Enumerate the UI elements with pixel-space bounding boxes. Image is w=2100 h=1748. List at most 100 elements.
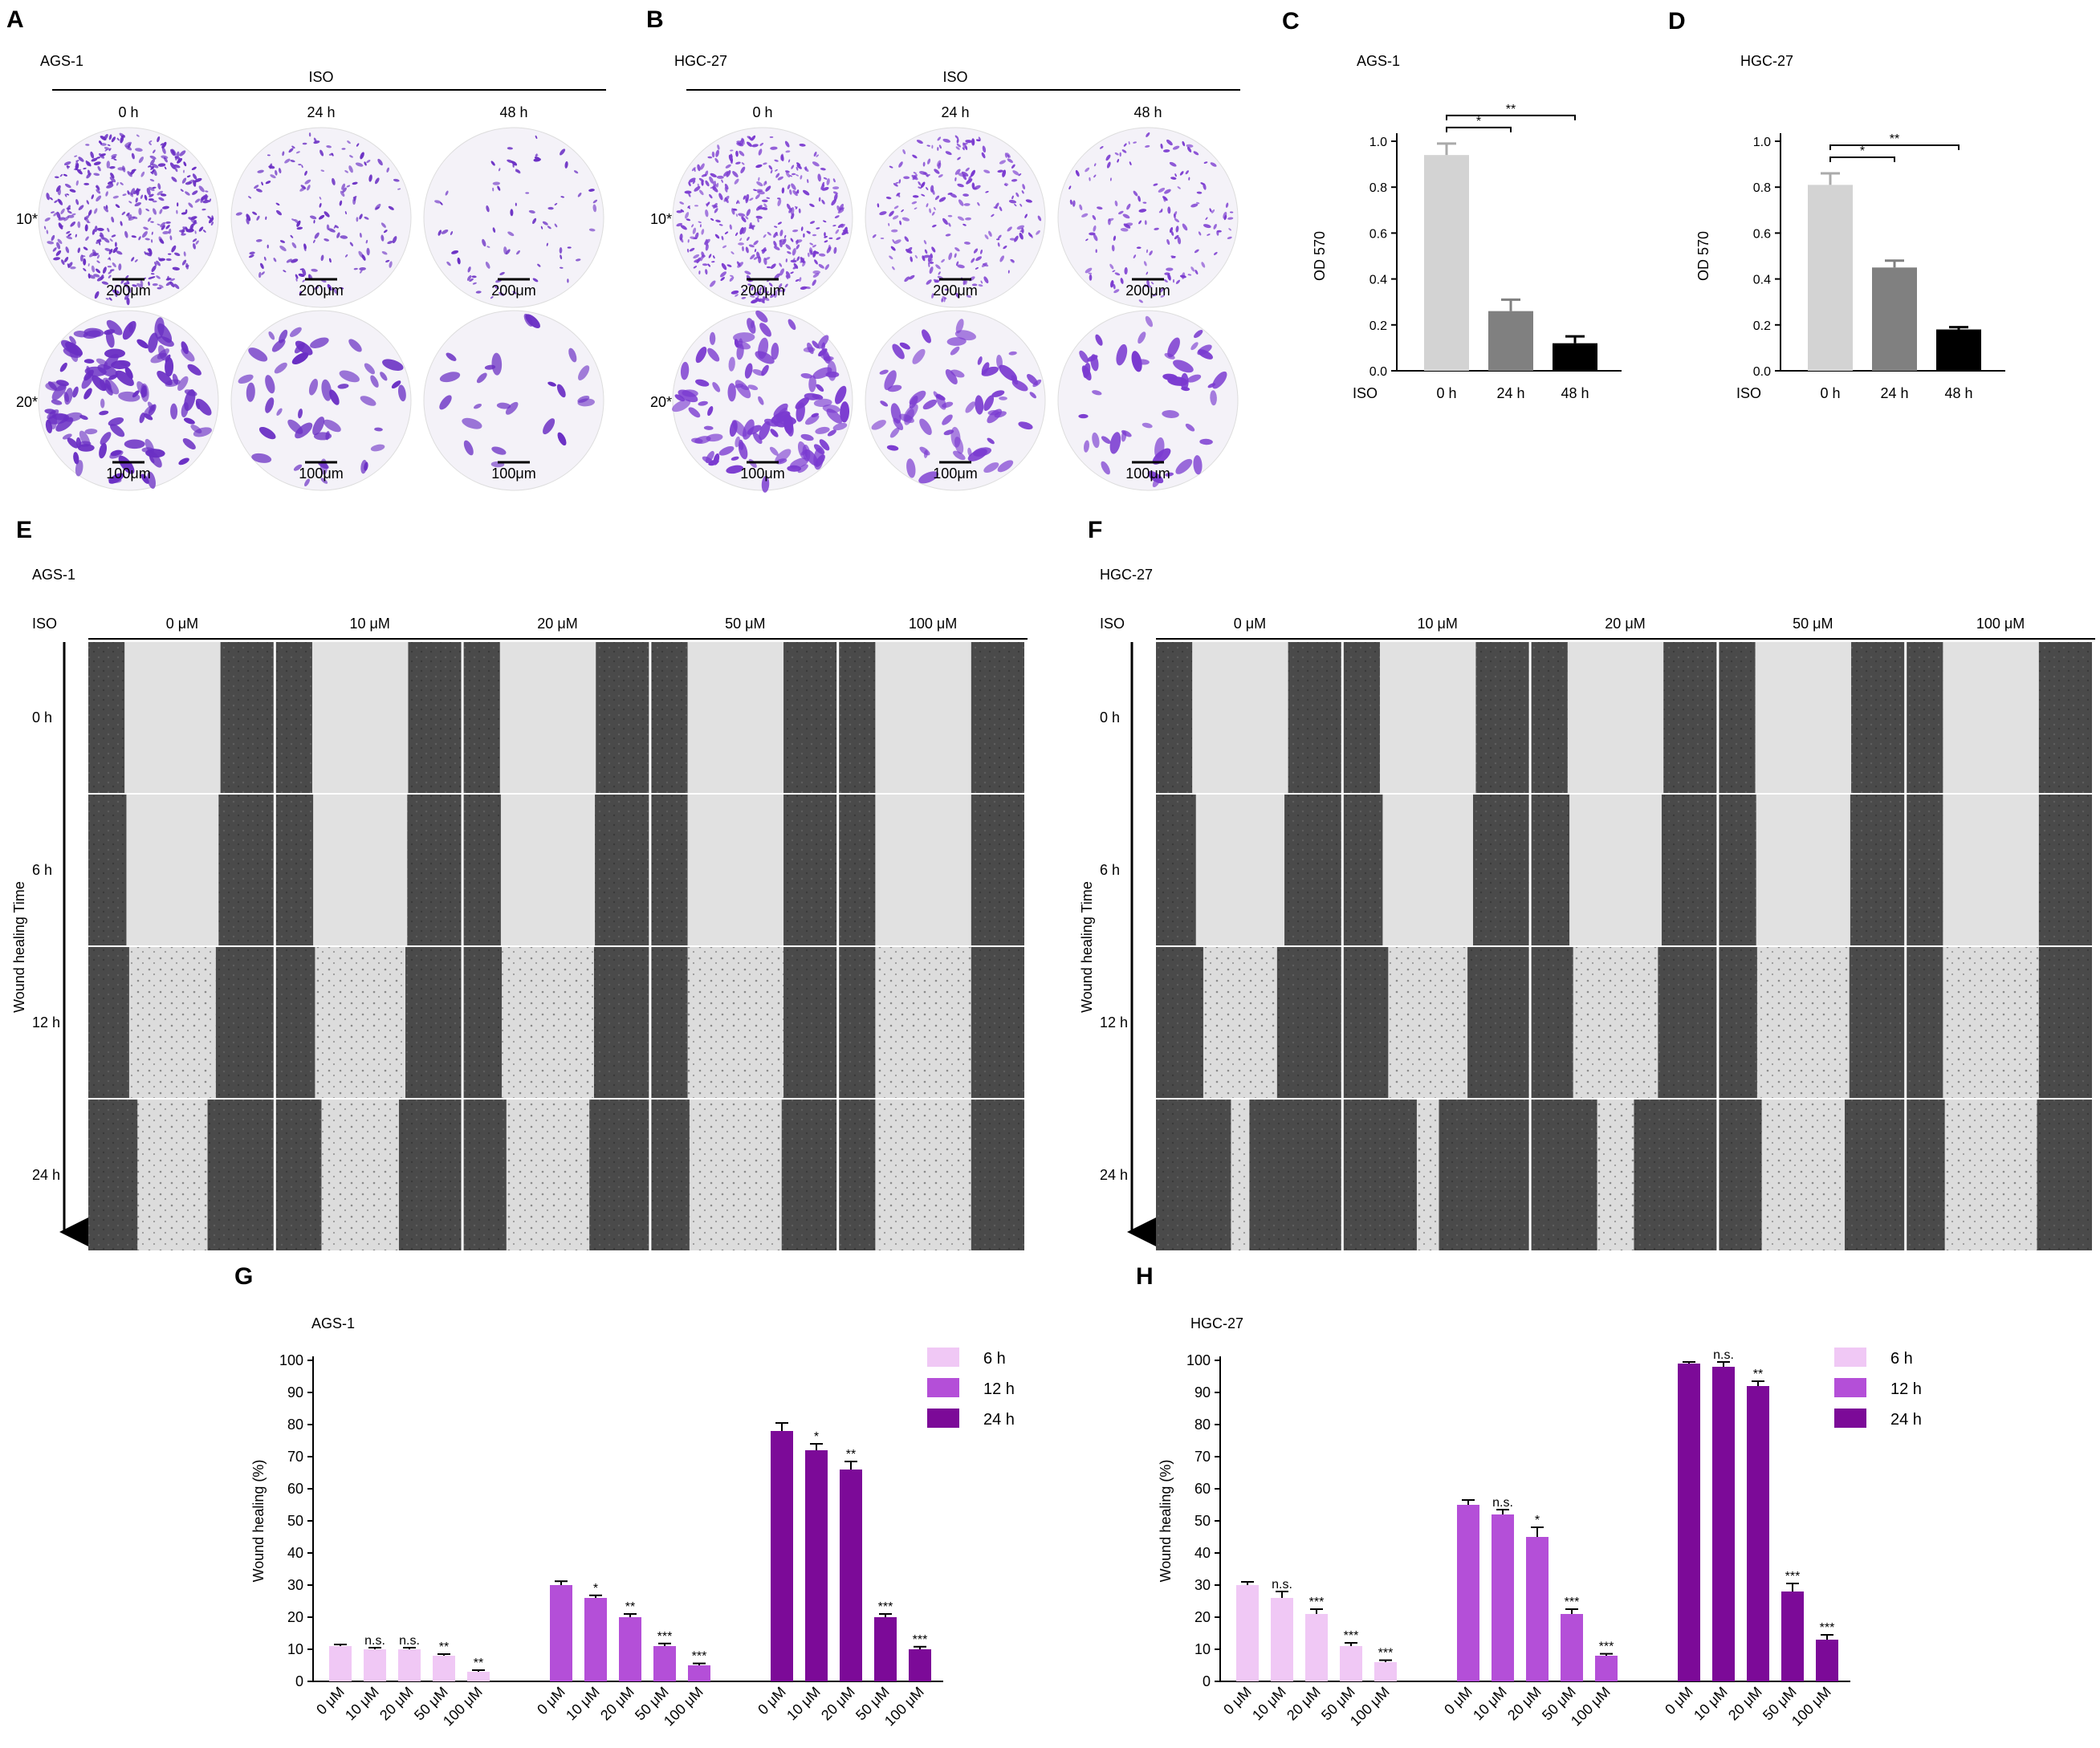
stained-cell: [279, 240, 286, 243]
stained-cell: [697, 164, 701, 172]
stained-cell: [713, 453, 720, 465]
stained-cell: [1207, 234, 1211, 236]
stained-cell: [1027, 374, 1038, 385]
stained-cell: [922, 161, 926, 167]
stained-cell: [676, 210, 683, 213]
stained-cell: [1004, 152, 1007, 158]
wound-gap: [687, 795, 784, 945]
stained-cell: [261, 271, 265, 275]
stained-cell: [833, 246, 837, 254]
stained-cell: [773, 246, 780, 250]
stained-cell: [761, 364, 769, 376]
stained-cell: [359, 266, 366, 271]
stained-cell: [79, 415, 88, 421]
x-tick-label: 100 μM: [1568, 1684, 1614, 1730]
stained-cell: [1212, 371, 1227, 389]
stained-cell: [879, 369, 889, 375]
bar-0: [1424, 155, 1469, 371]
stained-cell: [93, 173, 100, 177]
stained-cell: [957, 157, 961, 161]
stained-cell: [457, 257, 461, 265]
stained-cell: [149, 451, 162, 468]
stained-cell: [995, 202, 999, 209]
y-tick-label: 70: [1194, 1449, 1211, 1465]
scale-bar-label: 100μm: [491, 465, 535, 482]
stained-cell: [1092, 214, 1097, 221]
stained-cell: [356, 143, 360, 147]
stained-cell: [699, 189, 704, 196]
stained-cell: [152, 283, 158, 287]
stained-cell: [931, 224, 937, 228]
stained-cell: [192, 173, 197, 180]
stained-cell: [554, 223, 558, 228]
stained-cell: [47, 241, 55, 245]
stained-cell: [997, 234, 1002, 239]
stained-cell: [954, 169, 961, 175]
stained-cell: [1186, 146, 1192, 152]
stained-cell: [560, 254, 563, 260]
stained-cell: [169, 162, 176, 169]
stained-cell: [971, 283, 978, 287]
stained-cell: [383, 230, 388, 234]
x-tick-label: 20 μM: [376, 1684, 417, 1724]
stained-cell: [490, 296, 494, 299]
stained-cell: [578, 365, 590, 380]
stained-cell: [777, 176, 783, 181]
stained-cell: [1172, 278, 1175, 283]
stained-cell: [914, 254, 918, 259]
stained-cell: [687, 205, 690, 209]
stained-cell: [1190, 266, 1195, 272]
stained-cell: [785, 171, 791, 178]
stained-cell: [84, 429, 98, 435]
time-label: 24 h: [1100, 1167, 1128, 1183]
stained-cell: [714, 208, 718, 213]
stained-cell: [963, 203, 971, 206]
stained-cell: [1144, 220, 1147, 226]
stained-cell: [953, 450, 966, 461]
stained-cell: [55, 185, 61, 193]
stained-cell: [747, 384, 759, 391]
stained-cell: [812, 367, 832, 380]
stained-cell: [1164, 272, 1170, 275]
stained-cell: [912, 195, 919, 198]
stained-cell: [238, 374, 254, 384]
stained-cell: [334, 225, 340, 229]
stained-cell: [161, 155, 169, 160]
y-tick-label: 0.6: [1369, 227, 1387, 241]
stained-cell: [534, 157, 540, 161]
stained-cell: [923, 449, 928, 458]
stained-cell: [999, 255, 1004, 262]
stained-cell: [903, 176, 910, 180]
stained-cell: [105, 191, 108, 197]
stained-cell: [757, 295, 759, 299]
scale-bar-label: 200μm: [933, 283, 977, 299]
stained-cell: [751, 320, 755, 329]
stained-cell: [149, 158, 156, 166]
stained-cell: [962, 174, 967, 181]
stained-cell: [707, 406, 714, 417]
stained-cell: [741, 137, 745, 145]
stained-cell: [934, 195, 940, 201]
stained-cell: [104, 147, 111, 150]
stained-cell: [88, 209, 92, 216]
stained-cell: [982, 145, 987, 153]
stained-cell: [918, 181, 922, 186]
stained-cell: [812, 279, 816, 287]
x-tick-label: 100 μM: [1789, 1684, 1834, 1730]
stained-cell: [140, 474, 149, 484]
magnification-label: 20*: [16, 394, 38, 410]
stained-cell: [111, 360, 131, 369]
stained-cell: [145, 252, 152, 257]
y-tick-label: 0.2: [1753, 319, 1771, 333]
stained-cell: [892, 266, 895, 270]
stained-cell: [385, 259, 390, 262]
stained-cell: [746, 209, 751, 217]
stained-cell: [364, 363, 375, 375]
stained-cell: [809, 242, 813, 246]
stained-cell: [438, 230, 442, 236]
stained-cell: [769, 136, 774, 138]
stained-cell: [515, 202, 517, 206]
stained-cell: [945, 151, 952, 156]
stained-cell: [295, 278, 298, 282]
